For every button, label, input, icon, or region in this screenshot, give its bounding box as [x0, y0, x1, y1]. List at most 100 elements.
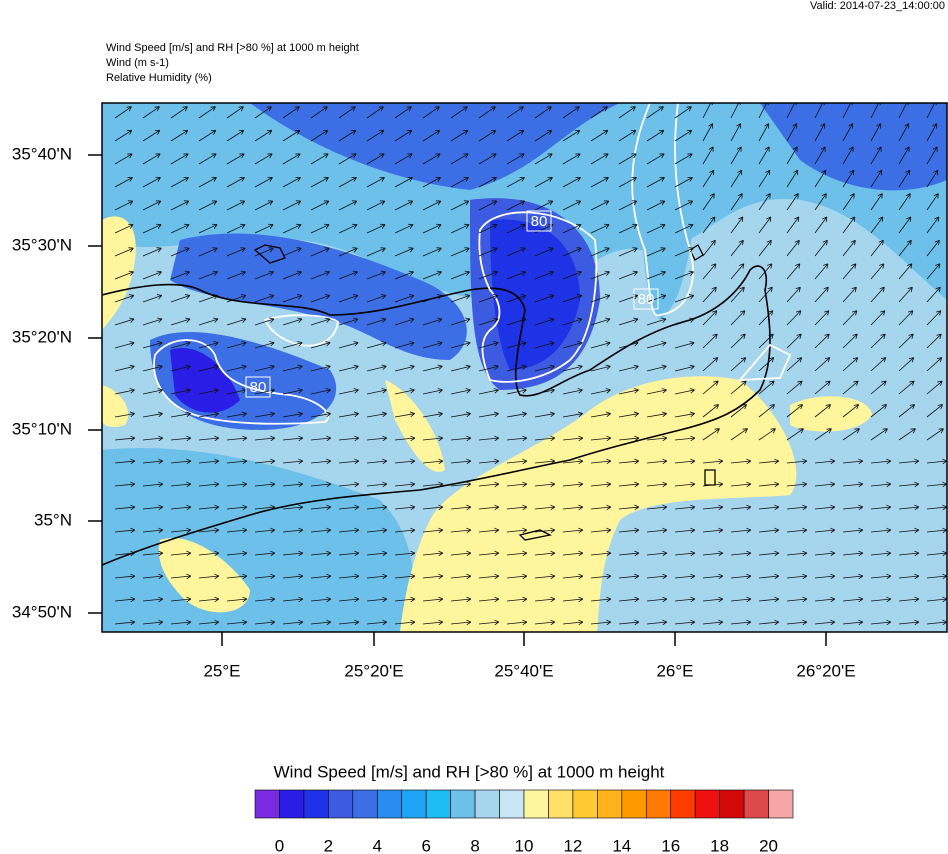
wind-arrow: [562, 364, 583, 372]
wind-arrow: [478, 341, 499, 349]
wind-arrow: [478, 317, 499, 326]
wind-arrow: [926, 404, 944, 418]
wind-arrow: [366, 527, 388, 534]
colorbar-label: 20: [759, 836, 778, 854]
wind-arrow: [758, 428, 776, 441]
wind-arrow: [478, 270, 498, 280]
wind-arrow: [450, 411, 471, 418]
contour-label-box: [245, 376, 271, 398]
wind-arrow: [814, 193, 827, 211]
wind-arrow: [338, 388, 359, 395]
wind-arrow: [226, 596, 248, 603]
wind-arrow: [758, 573, 780, 580]
wind-arrow: [450, 294, 471, 303]
wind-arrow: [226, 458, 248, 465]
wind-arrow: [226, 364, 247, 372]
wind-arrow: [926, 357, 943, 372]
title-line: Wind (m s-1): [106, 57, 169, 69]
wind-arrow: [394, 458, 416, 465]
contour-label-box: [633, 288, 659, 310]
wind-arrow: [702, 573, 724, 580]
wind-arrow: [786, 404, 804, 418]
wind-arrow: [366, 270, 386, 280]
wind-arrow: [562, 200, 582, 211]
wind-arrow: [898, 123, 910, 142]
field-patch: [102, 216, 136, 330]
wind-arrow: [282, 619, 304, 626]
wind-arrow: [366, 317, 387, 326]
wind-arrow: [674, 481, 696, 488]
wind-arrow: [730, 333, 746, 349]
wind-arrow: [310, 129, 329, 142]
wind-arrow: [590, 481, 612, 488]
colorbar-label: 4: [373, 836, 382, 854]
wind-arrow: [730, 286, 745, 303]
wind-arrow: [450, 388, 471, 395]
wind-arrow: [282, 435, 304, 442]
wind-arrow: [926, 596, 947, 603]
wind-arrow: [310, 619, 332, 626]
wind-arrow: [674, 527, 696, 534]
wind-arrow: [926, 504, 947, 511]
wind-arrow: [814, 169, 827, 188]
colorbar-box: [425, 789, 451, 819]
wind-arrow: [142, 223, 162, 234]
wind-arrow: [534, 596, 556, 603]
wind-arrow: [758, 333, 774, 349]
wind-arrow: [198, 153, 217, 165]
wind-arrow: [842, 550, 864, 557]
wind-arrow: [394, 573, 416, 580]
wind-arrow: [758, 404, 776, 418]
wind-arrow: [366, 573, 388, 580]
wind-arrow: [422, 223, 442, 234]
wind-arrow: [590, 573, 612, 580]
wind-arrow: [114, 458, 136, 465]
wind-arrow: [590, 200, 610, 211]
wind-arrow: [702, 404, 720, 418]
wind-arrow: [814, 527, 836, 534]
colorbar-box: [621, 789, 647, 819]
wind-arrow: [422, 364, 443, 372]
lon-label: 26°20'E: [796, 661, 855, 680]
wind-arrow: [590, 176, 609, 188]
wind-arrow: [478, 596, 500, 603]
wind-arrow: [310, 341, 331, 349]
wind-arrow: [310, 573, 332, 580]
wind-arrow: [590, 504, 612, 511]
coastline: [102, 265, 771, 566]
wind-arrow: [198, 364, 219, 372]
wind-arrow: [870, 193, 883, 211]
wind-arrow: [842, 481, 864, 488]
wind-arrow: [562, 176, 581, 188]
wind-arrow: [758, 123, 770, 142]
wind-arrow: [562, 129, 581, 142]
wind-arrow: [926, 169, 939, 188]
colorbar-box: [572, 789, 598, 819]
wind-arrow: [170, 223, 190, 234]
wind-arrow: [534, 388, 555, 395]
wind-arrow: [142, 129, 161, 142]
wind-arrow: [170, 153, 189, 165]
wind-arrow: [646, 504, 668, 511]
wind-arrow: [310, 153, 329, 165]
wind-arrow: [590, 247, 610, 257]
wind-arrow: [310, 317, 331, 326]
wind-arrow: [310, 200, 330, 211]
wind-arrow: [282, 504, 304, 511]
wind-arrow: [786, 263, 801, 280]
wind-arrow: [310, 504, 332, 511]
wind-arrow: [870, 380, 887, 395]
wind-arrow: [506, 504, 528, 511]
wind-arrow: [618, 435, 640, 442]
wind-arrow: [618, 550, 640, 557]
wind-arrow: [702, 146, 714, 165]
wind-arrow: [926, 263, 941, 280]
wind-arrow: [170, 481, 192, 488]
wind-arrow: [842, 458, 864, 465]
wind-arrow: [114, 619, 136, 626]
wind-arrow: [142, 550, 164, 557]
wind-arrow: [730, 550, 752, 557]
wind-arrow: [254, 247, 274, 257]
wind-arrow: [646, 341, 667, 349]
wind-arrow: [646, 247, 666, 257]
